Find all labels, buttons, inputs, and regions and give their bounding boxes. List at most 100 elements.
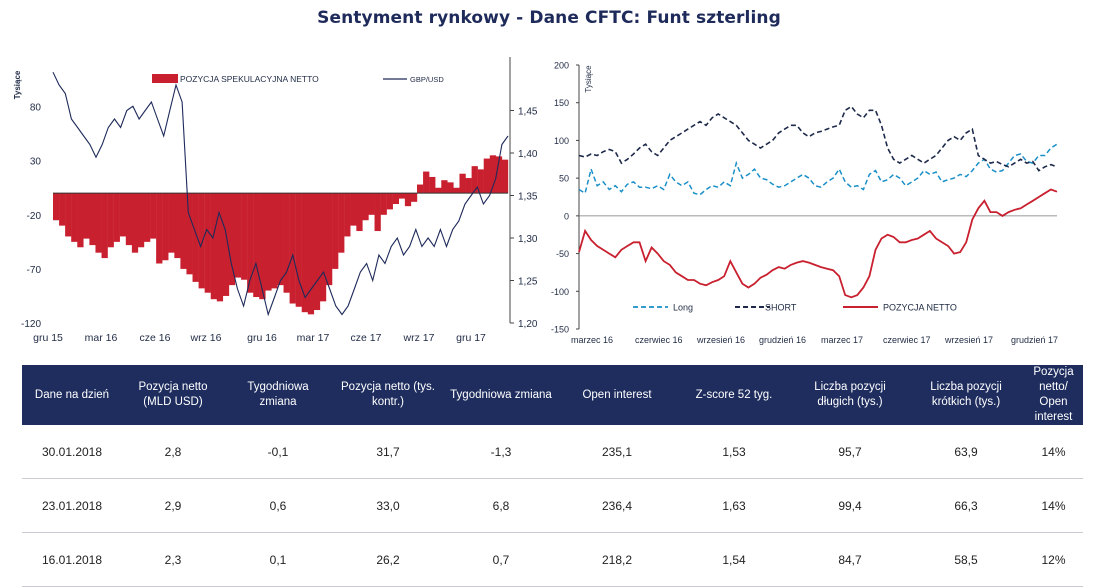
net-position-bar: [101, 193, 108, 259]
net-position-bar: [447, 182, 454, 194]
net-position-bar: [228, 193, 236, 286]
header-date: Dane na dzień: [22, 365, 122, 425]
net-position-bar: [501, 159, 509, 194]
cell-weekly-change-usd: -0,1: [224, 425, 332, 479]
cell-weekly-change-usd: 0,6: [224, 478, 332, 533]
cftc-table: Dane na dzień Pozycja netto (MLD USD) Ty…: [22, 365, 1083, 587]
cell-net-usd: 2,3: [122, 532, 224, 587]
x-tick-label: gru 16: [247, 332, 277, 344]
cell-net-contracts: 31,7: [332, 425, 444, 479]
y-tick-label: 50: [559, 174, 569, 184]
net-position-bar: [210, 193, 217, 300]
cell-long-positions: 99,4: [792, 478, 908, 533]
cell-net-usd: 2,8: [122, 425, 224, 479]
net-position-bar: [417, 184, 424, 194]
table-header-row: Dane na dzień Pozycja netto (MLD USD) Ty…: [22, 365, 1083, 425]
cell-date: 23.01.2018: [22, 478, 122, 533]
header-net-to-oi: Pozycja netto/ Open interest: [1024, 365, 1083, 425]
net-position-bar: [392, 193, 399, 204]
table-row: 23.01.2018 2,9 0,6 33,0 6,8 236,4 1,63 9…: [22, 478, 1083, 533]
y-tick-label: -50: [556, 249, 569, 259]
net-position-bar: [441, 180, 448, 194]
x-tick-label: marzec 17: [821, 335, 863, 345]
x-tick-label: cze 17: [351, 332, 382, 344]
cell-net-contracts: 33,0: [332, 478, 444, 533]
net-position-bar: [259, 193, 266, 300]
net-position-bar: [362, 193, 369, 221]
x-tick-label: marzec 16: [571, 335, 613, 345]
net-position-bar: [235, 193, 242, 278]
y-axis-label: Tysiące: [13, 70, 22, 99]
cell-net-usd: 2,9: [122, 478, 224, 533]
x-tick-label: gru 17: [456, 332, 486, 344]
cell-net-to-oi: 12%: [1024, 532, 1083, 587]
net-position-bar: [247, 193, 254, 293]
x-tick-label: czerwiec 17: [883, 335, 931, 345]
cell-date: 30.01.2018: [22, 425, 122, 479]
y-right-tick-label: 1,25: [518, 277, 538, 288]
net-position-bar: [338, 193, 345, 253]
net-position-bar: [489, 155, 497, 194]
header-net-usd: Pozycja netto (MLD USD): [122, 365, 224, 425]
net-position-bar: [295, 193, 302, 307]
net-position-bar: [156, 193, 163, 264]
net-position-bar: [265, 193, 272, 291]
header-weekly-change-usd: Tygodniowa zmiana: [224, 365, 332, 425]
net-position-bar: [119, 193, 126, 237]
net-position-bar: [89, 193, 96, 246]
net-position-bar: [453, 187, 460, 194]
net-position-bar: [356, 193, 363, 232]
net-position-bar: [253, 193, 260, 298]
y-right-tick-label: 1,30: [518, 234, 538, 245]
cftc-net-position-chart: 80 30 -20 -70 -120 1,45 1,40 1,35 1,30 1,25 1,20 Ty…: [13, 57, 538, 344]
x-tick-label: mar 17: [297, 332, 330, 344]
x-tick-label: czerwiec 16: [635, 335, 683, 345]
net-position-bar: [71, 193, 78, 242]
cell-weekly-change-contracts: -1,3: [444, 425, 558, 479]
net-position-bar: [77, 193, 84, 248]
cell-net-contracts: 26,2: [332, 532, 444, 587]
net-position-bar: [192, 193, 199, 282]
net-position-bar: [307, 193, 315, 315]
header-weekly-change-contracts: Tygodniowa zmiana: [444, 365, 558, 425]
net-position-bar: [180, 193, 187, 269]
y-left-tick-label: -70: [27, 265, 42, 276]
net-position-bar: [386, 193, 393, 210]
net-position-bar: [59, 193, 66, 226]
cell-net-to-oi: 14%: [1024, 425, 1083, 479]
cell-long-positions: 95,7: [792, 425, 908, 479]
x-tick-label: cze 16: [140, 332, 171, 344]
net-position-bar: [429, 176, 436, 194]
y-right-tick-label: 1,35: [518, 192, 538, 203]
x-tick-label: wrz 17: [403, 332, 435, 344]
net-position-bar: [198, 193, 205, 289]
legend-swatch-net: [152, 74, 178, 83]
net-position-bar: [459, 173, 466, 194]
header-short-positions: Liczba pozycji krótkich (tys.): [908, 365, 1024, 425]
net-position-bar: [113, 193, 120, 242]
net-position-bar: [271, 193, 278, 289]
net-position-bar: [283, 193, 290, 293]
cell-short-positions: 66,3: [908, 478, 1024, 533]
y-right-tick-label: 1,20: [518, 319, 538, 330]
net-position-bar: [168, 193, 175, 253]
cell-short-positions: 63,9: [908, 425, 1024, 479]
cell-open-interest: 218,2: [558, 532, 676, 587]
net-position-bar: [301, 193, 308, 313]
y-left-tick-label: 80: [30, 103, 42, 114]
cell-net-to-oi: 14%: [1024, 478, 1083, 533]
net-position-bar: [313, 193, 321, 311]
net-position-bar: [65, 193, 72, 237]
header-net-contracts: Pozycja netto (tys. kontr.): [332, 365, 444, 425]
short-line: [578, 105, 1058, 172]
x-tick-label: grudzień 16: [759, 335, 806, 345]
net-position-bar: [319, 193, 327, 302]
net-position-bar: [410, 193, 418, 202]
y-tick-label: 150: [554, 98, 569, 108]
cell-zscore: 1,54: [676, 532, 792, 587]
legend-net-label: POZYCJA NETTO: [883, 303, 957, 313]
net-position-bar: [174, 193, 181, 259]
legend-label-gbpusd: GBP/USD: [410, 75, 444, 84]
net-position-line: [578, 188, 1058, 299]
net-position-bar: [144, 193, 151, 242]
